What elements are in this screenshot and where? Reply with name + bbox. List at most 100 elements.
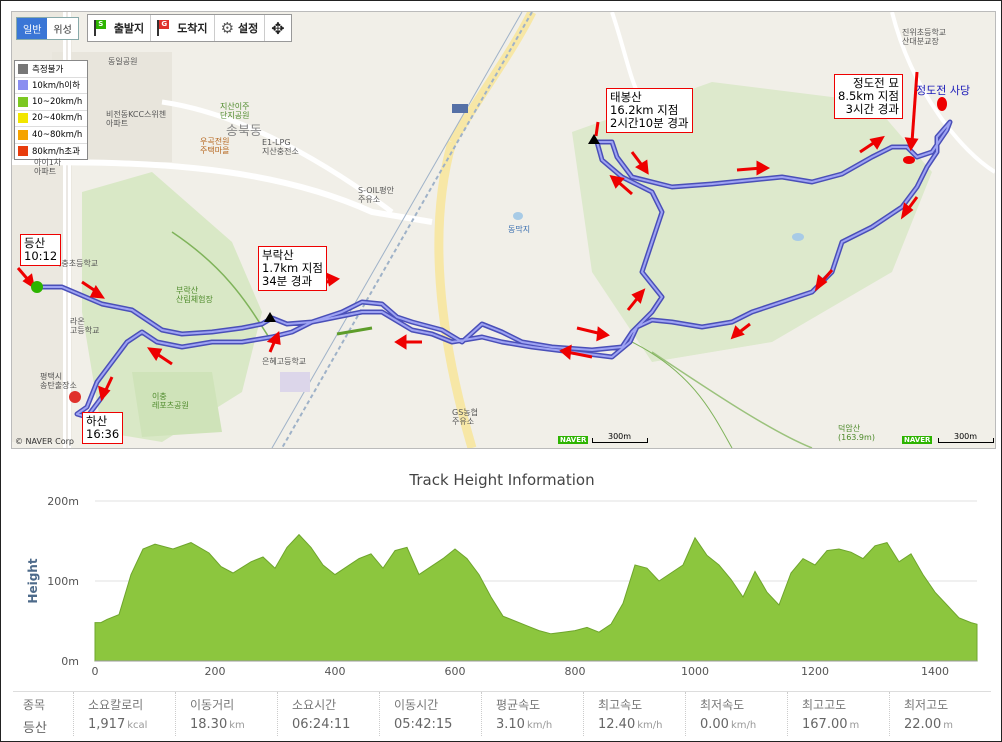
x-tick-label: 400 [325,665,346,678]
x-tick-label: 0 [92,665,99,678]
stat-value: 3.10 [496,717,525,732]
scale-label: 300m [608,432,632,441]
settings-button[interactable]: ⚙ 설정 [215,15,266,41]
stat-key: 이동거리 [190,698,235,712]
peak-marker-buraksan [264,312,276,322]
map-type-toggle: 일반 위성 [16,16,79,40]
poi-label: 우곡전원 주택마을 [200,137,230,155]
end-flag-icon: G [157,20,173,36]
shrine-marker [937,97,947,111]
stat-key: 최저고도 [904,698,949,712]
stat-unit: km/h [637,720,663,731]
annotation-line: 등산 [24,236,46,250]
direction-arrows [16,71,919,402]
stat-unit: km/h [730,720,757,731]
legend-swatch [18,96,28,107]
stat-key: 종목 [23,698,46,712]
legend-label: 측정불가 [32,64,64,75]
stat-key: 최저속도 [700,698,745,712]
poi-label: 이충초등학교 [54,259,99,268]
stat-unit: kcal [127,720,148,731]
stat-value: 18.30 [190,717,228,732]
stat-unit: km [229,720,245,731]
satellite-map-button[interactable]: 위성 [53,24,72,36]
legend-swatch [18,63,28,74]
legend-item: 40~80km/h [15,127,87,144]
stats-bar: 종목 등산 소요칼로리 1,917 kcal 이동거리 18.30 km 소요시간 06:2… [13,691,991,736]
set-end-label: 도착지 [177,22,208,35]
legend-swatch [18,80,28,91]
annotation-line: 1.7km 지점 [262,261,323,275]
annotation-line: 하산 [86,414,108,428]
start-marker [31,281,43,293]
stat-key: 소요시간 [292,698,337,712]
poi-label: 아이1차 아파트 [34,158,62,176]
naver-logo-2: NAVER [902,436,933,444]
poi-label: 동일공원 [108,57,138,66]
scale-label-2: 300m [954,432,978,441]
legend-swatch [18,146,28,157]
peak-marker-taebongsan [588,134,600,144]
poi-label: 비전동KCC스위첸 아파트 [106,110,167,128]
annotation-line: 10:12 [24,249,58,263]
legend-label: 10km/h이하 [32,81,80,92]
set-end-button[interactable]: G 도착지 [151,15,215,41]
stat-value: 167.00 [802,717,848,732]
legend-label: 20~40km/h [32,113,83,124]
taebongsan-annotation: 태봉산 16.2km 지점 2시간10분 경과 [606,88,693,133]
stat-unit: m [943,720,953,731]
stat-min-altitude: 최저고도 22.00 m [889,692,991,736]
y-tick-label: 0m [61,655,79,668]
legend-item: 80km/h초과 [15,144,87,160]
y-tick-label: 100m [47,575,79,588]
legend-label: 10~20km/h [32,96,83,107]
route-tools: S 출발지 G 도착지 ⚙ 설정 ✥ [86,14,292,42]
stat-key: 소요칼로리 [88,698,144,712]
poi-label: 부락산 산림체험장 [176,286,213,304]
end-annotation: 하산 16:36 [82,412,124,444]
normal-map-button[interactable]: 일반 [17,17,48,39]
stat-min-speed: 최저속도 0.00 km/h [685,692,787,736]
gear-icon: ⚙ [220,19,235,37]
stat-value: 22.00 [904,717,942,732]
annotation-line: 태봉산 [610,90,642,104]
stat-unit: km/h [526,720,553,731]
chart-title: Track Height Information [409,471,595,489]
stat-moving-time: 이동시간 05:42:15 [379,692,481,736]
stat-distance: 이동거리 18.30 km [175,692,277,736]
tomb-annotation: 정도전 묘 8.5km 지점 3시간 경과 [834,74,903,119]
x-tick-label: 800 [565,665,586,678]
pan-button[interactable]: ✥ [265,15,290,41]
x-tick-label: 1000 [681,665,709,678]
start-flag-icon: S [93,20,110,36]
stat-value: 06:24:11 [292,717,351,732]
stat-key: 최고고도 [802,698,847,712]
scale-bar-2 [938,438,994,443]
poi-label: S-OIL평안 주유소 [358,186,395,204]
annotation-line: 16.2km 지점 [610,103,679,117]
y-axis-label: Height [26,558,40,603]
legend-label: 40~80km/h [32,129,83,140]
poi-label: 덕암산 (163.9m) [838,424,875,442]
stat-sport: 종목 등산 [13,692,73,736]
poi-label: 이충 레포츠공원 [152,392,189,410]
set-start-button[interactable]: S 출발지 [88,15,152,41]
map-toolbar: 일반 위성 S 출발지 G 도착지 ⚙ 설정 [16,14,292,42]
x-tick-label: 600 [445,665,466,678]
stat-key: 이동시간 [394,698,439,712]
poi-label: 은혜고등학교 [262,357,307,366]
poi-label: 라온 고등학교 [70,317,100,335]
legend-swatch [18,129,28,140]
stat-key: 최고속도 [598,698,643,712]
annotation-line: 2시간10분 경과 [610,116,689,130]
legend-label: 80km/h초과 [32,147,80,158]
poi-label: E1-LPG 지산충전소 [262,138,299,156]
buraksan-annotation: 부락산 1.7km 지점 34분 경과 [258,246,327,291]
map-view[interactable]: 일반 위성 S 출발지 G 도착지 ⚙ 설정 [11,11,996,449]
stat-max-speed: 최고속도 12.40 km/h [583,692,685,736]
stat-key: 평균속도 [496,698,541,712]
legend-item: 20~40km/h [15,111,87,127]
x-tick-label: 200 [205,665,226,678]
stat-unit: m [849,720,860,731]
stat-value: 05:42:15 [394,717,453,732]
